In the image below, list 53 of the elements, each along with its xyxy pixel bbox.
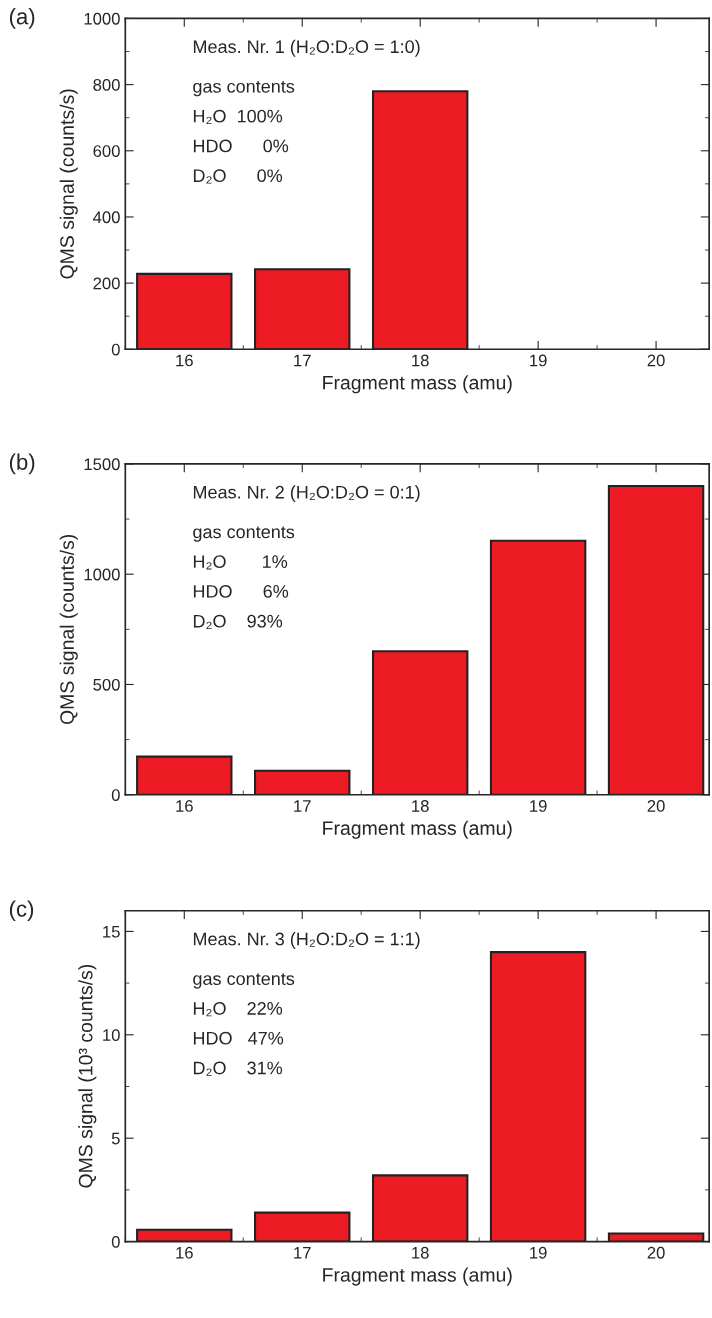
- annotation: gas contents: [193, 80, 295, 97]
- x-tick-label: 17: [294, 354, 311, 367]
- x-tick-label: 18: [412, 354, 429, 367]
- y-tick-label: 200: [93, 277, 120, 290]
- x-tick-label: 20: [647, 354, 665, 367]
- x-tick-label: 17: [294, 1247, 311, 1259]
- y-tick-label: 5: [111, 1132, 120, 1145]
- annotation: D₂O 93%: [193, 614, 283, 629]
- y-tick-label: 800: [93, 79, 120, 91]
- x-tick-label: 16: [176, 800, 193, 812]
- x-tick-label: 18: [412, 800, 429, 812]
- annotation: H₂O 22%: [193, 1002, 283, 1017]
- y-tick-label: 10: [103, 1029, 120, 1041]
- x-tick-label: 16: [176, 354, 193, 367]
- annotation: HDO 6%: [193, 585, 289, 598]
- annotation: Meas. Nr. 1 (H₂O:D₂O = 1:0): [193, 39, 420, 57]
- x-tick-label: 20: [647, 1246, 665, 1259]
- x-tick-label: 16: [176, 1246, 193, 1259]
- x-tick-label: 19: [530, 800, 547, 812]
- y-tick-label: 0: [111, 789, 120, 801]
- annotation: HDO 0%: [193, 139, 289, 153]
- x-tick-label: 17: [294, 800, 311, 812]
- x-axis-title: Fragment mass (amu): [323, 375, 512, 394]
- annotation: Meas. Nr. 3 (H₂O:D₂O = 1:1): [193, 932, 420, 949]
- x-axis-title: Fragment mass (amu): [323, 820, 512, 839]
- x-tick-label: 19: [530, 354, 547, 367]
- y-axis-title: QMS signal (counts/s): [59, 89, 78, 279]
- annotation: HDO 47%: [193, 1031, 284, 1045]
- annotation: gas contents: [193, 973, 295, 989]
- y-tick-label: 600: [93, 145, 120, 157]
- chart-title: (b): [9, 453, 35, 475]
- y-tick-label: 0: [111, 1235, 120, 1248]
- x-tick-label: 19: [530, 1246, 547, 1259]
- annotation: D₂O 31%: [193, 1061, 283, 1076]
- annotation: H₂O 100%: [193, 109, 283, 124]
- annotation: gas contents: [193, 526, 295, 542]
- x-axis-title: Fragment mass (amu): [323, 1267, 512, 1286]
- y-tick-label: 15: [103, 925, 120, 938]
- x-tick-label: 18: [412, 1246, 429, 1259]
- y-tick-label: 400: [93, 211, 120, 224]
- y-tick-label: 1000: [84, 568, 120, 581]
- annotation: Meas. Nr. 2 (H₂O:D₂O = 0:1): [193, 485, 420, 503]
- annotation: D₂O 0%: [193, 169, 283, 184]
- y-axis-title: QMS signal (10³ counts/s): [78, 964, 97, 1188]
- y-tick-label: 1500: [84, 458, 120, 471]
- y-tick-label: 1000: [84, 12, 120, 25]
- annotation: H₂O 1%: [193, 555, 288, 570]
- chart-title: (a): [9, 8, 35, 29]
- x-tick-label: 20: [647, 800, 665, 812]
- y-tick-label: 500: [93, 678, 120, 691]
- y-tick-label: 0: [111, 343, 120, 356]
- y-axis-title: QMS signal (counts/s): [59, 534, 78, 725]
- chart-title: (c): [9, 900, 34, 922]
